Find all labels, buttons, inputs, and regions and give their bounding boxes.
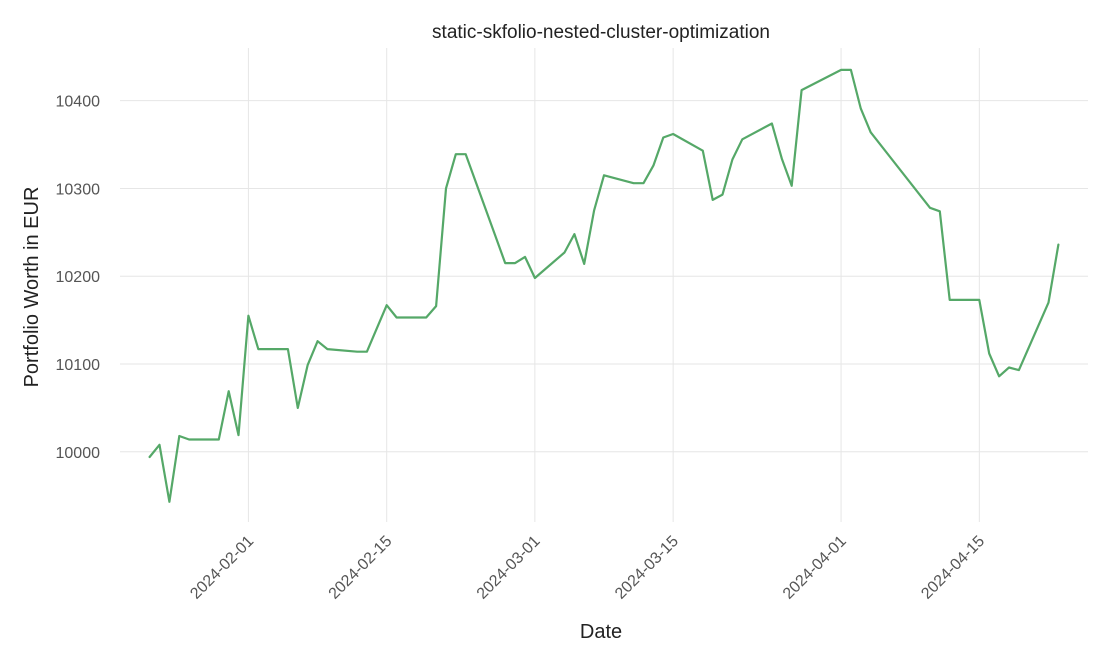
y-tick-labels: 10000 10100 10200 10300 10400 [56, 94, 101, 462]
x-tick-label: 2024-03-01 [474, 533, 544, 603]
x-tick-label: 2024-04-01 [780, 533, 850, 603]
y-tick-label: 10000 [56, 445, 101, 462]
x-tick-label: 2024-02-01 [187, 533, 257, 603]
chart-title: static-skfolio-nested-cluster-optimizati… [432, 22, 770, 43]
y-tick-label: 10400 [56, 94, 101, 111]
x-tick-label: 2024-04-15 [918, 533, 988, 603]
y-axis-label: Portfolio Worth in EUR [21, 187, 43, 388]
y-tick-label: 10300 [56, 181, 101, 198]
series [148, 68, 1060, 503]
y-tick-label: 10100 [56, 357, 101, 374]
x-tick-label: 2024-02-15 [326, 533, 396, 603]
y-tick-label: 10200 [56, 269, 101, 286]
x-tick-label: 2024-03-15 [612, 533, 682, 603]
series-line [148, 68, 1060, 503]
x-axis-label: Date [580, 621, 622, 643]
x-tick-labels: 2024-02-01 2024-02-15 2024-03-01 2024-03-15… [187, 533, 988, 603]
grid [120, 48, 1088, 522]
